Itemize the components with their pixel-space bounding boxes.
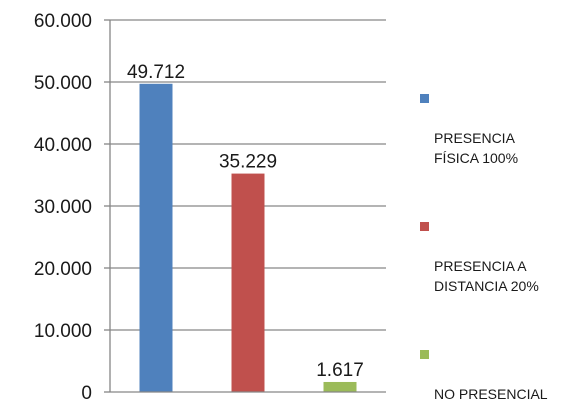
legend-item-presencia-distancia: PRESENCIA A DISTANCIA 20%	[420, 216, 579, 296]
data-label: 35.229	[219, 152, 277, 173]
y-tick-label: 0	[81, 383, 92, 401]
y-tick-label: 20.000	[34, 259, 92, 280]
y-tick-label: 30.000	[34, 197, 92, 218]
legend-label-presencia-fisica: PRESENCIA FÍSICA 100%	[434, 130, 519, 166]
bar-presencia-distancia	[231, 173, 265, 392]
y-tick-label: 50.000	[34, 73, 92, 94]
legend: PRESENCIA FÍSICA 100% PRESENCIA A DISTAN…	[420, 88, 579, 404]
bar-no-presencial	[323, 381, 357, 392]
legend-swatch-presencia-fisica	[420, 94, 429, 103]
y-axis-tick-labels: 0 10.000 20.000 30.000 40.000 50.000 60.000	[34, 11, 92, 401]
bar-presencia-fisica	[139, 83, 173, 393]
bars	[139, 83, 357, 393]
axes	[109, 20, 386, 393]
legend-label-no-presencial: NO PRESENCIAL	[434, 386, 548, 402]
data-labels: 49.712 35.229 1.617	[127, 62, 364, 381]
y-tick-label: 60.000	[34, 11, 92, 32]
y-tick-label: 10.000	[34, 321, 92, 342]
legend-swatch-no-presencial	[420, 350, 429, 359]
legend-swatch-presencia-distancia	[420, 222, 429, 231]
data-label: 1.617	[316, 360, 364, 381]
y-tick-label: 40.000	[34, 135, 92, 156]
legend-label-presencia-distancia: PRESENCIA A DISTANCIA 20%	[434, 258, 539, 294]
legend-item-no-presencial: NO PRESENCIAL	[420, 344, 579, 404]
legend-item-presencia-fisica: PRESENCIA FÍSICA 100%	[420, 88, 579, 168]
data-label: 49.712	[127, 62, 185, 83]
